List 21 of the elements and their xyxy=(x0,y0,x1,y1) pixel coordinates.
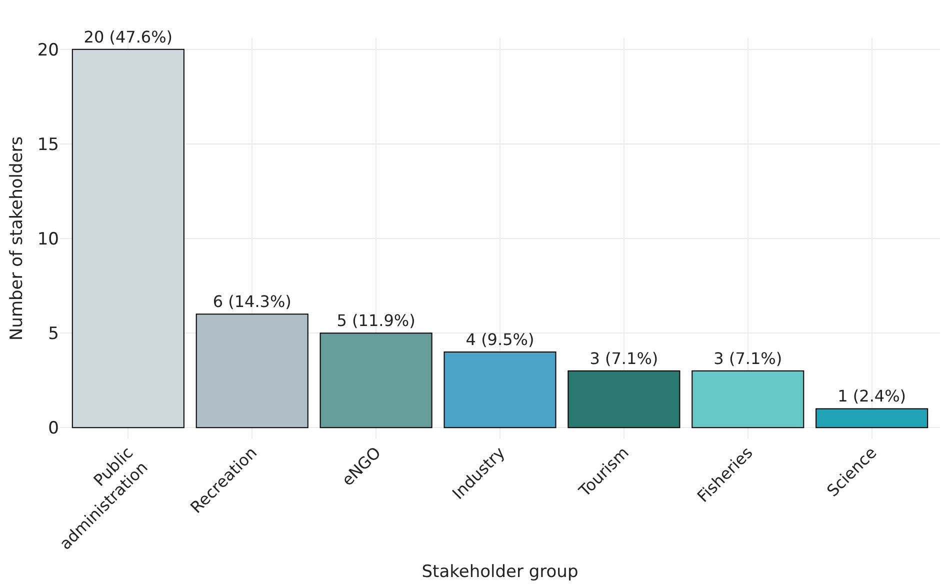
bar xyxy=(816,408,928,428)
y-axis-title: Number of stakeholders xyxy=(6,136,27,341)
y-tick-label: 15 xyxy=(37,134,59,155)
bar xyxy=(320,332,432,428)
bar xyxy=(444,351,556,428)
y-tick-label: 20 xyxy=(37,40,59,60)
data-label: 5 (11.9%) xyxy=(336,311,416,330)
data-label: 20 (47.6%) xyxy=(84,27,173,46)
bar xyxy=(692,370,804,428)
y-tick-label: 5 xyxy=(48,324,59,344)
data-label: 3 (7.1%) xyxy=(590,348,658,368)
data-label: 3 (7.1%) xyxy=(714,348,782,368)
data-label: 6 (14.3%) xyxy=(212,292,292,312)
y-tick-label: 10 xyxy=(37,229,59,250)
x-axis-title: Stakeholder group xyxy=(422,562,578,582)
bar xyxy=(72,48,184,428)
data-label: 1 (2.4%) xyxy=(838,386,906,406)
bar xyxy=(568,370,680,428)
y-tick-label: 0 xyxy=(48,418,59,439)
data-label: 4 (9.5%) xyxy=(466,330,534,349)
bar xyxy=(196,314,308,428)
